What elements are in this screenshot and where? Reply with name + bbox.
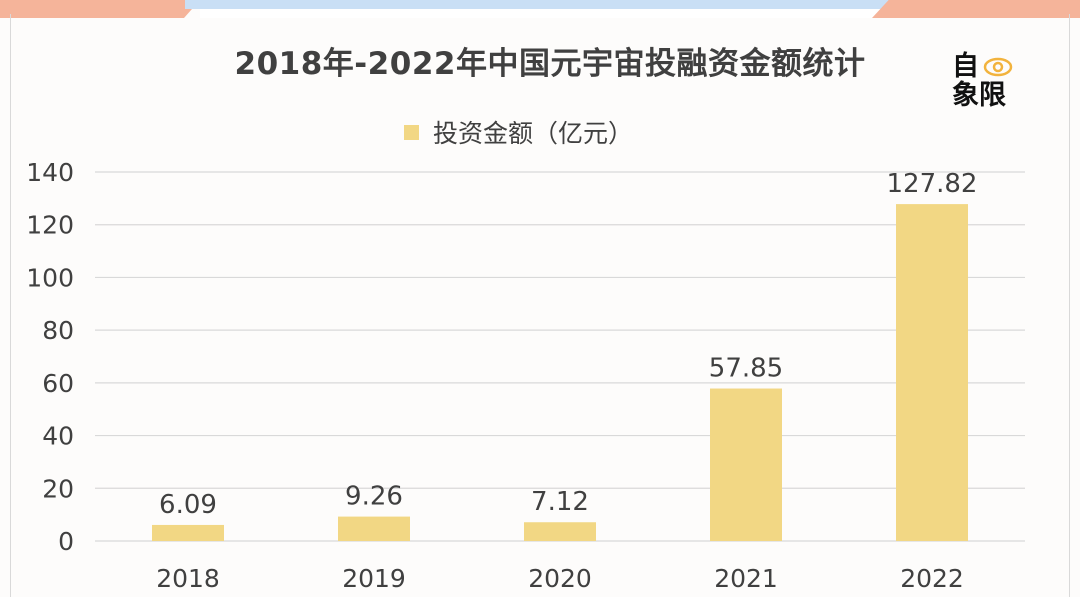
data-label: 57.85 bbox=[709, 354, 783, 384]
logo-text-top: 自 bbox=[952, 51, 979, 82]
chart-legend: 投资金额（亿元） bbox=[404, 114, 633, 150]
band-middle-white bbox=[200, 9, 880, 18]
band-left-accent bbox=[0, 0, 200, 18]
y-tick-label: 20 bbox=[42, 474, 74, 503]
top-decorative-band bbox=[0, 0, 1080, 18]
x-tick-label: 2018 bbox=[156, 564, 220, 593]
logo-row-bottom: 象限 bbox=[952, 81, 1032, 110]
y-tick-label: 80 bbox=[42, 316, 74, 345]
eye-icon bbox=[983, 57, 1013, 76]
logo-text-bottom: 象限 bbox=[952, 80, 1006, 111]
data-labels: 6.09 9.26 7.12 57.85 127.82 bbox=[159, 169, 977, 520]
bar bbox=[710, 388, 782, 541]
bar bbox=[338, 516, 410, 541]
data-label: 6.09 bbox=[159, 490, 217, 520]
legend-swatch bbox=[404, 124, 419, 140]
data-label: 7.12 bbox=[531, 487, 589, 517]
x-tick-label: 2022 bbox=[900, 564, 964, 593]
bar bbox=[524, 522, 596, 541]
bar bbox=[152, 524, 224, 541]
bars bbox=[152, 204, 968, 541]
band-middle-accent bbox=[185, 0, 895, 9]
y-axis-tick-labels: 0 20 40 60 80 100 120 140 bbox=[26, 158, 74, 556]
data-label: 9.26 bbox=[345, 482, 403, 512]
logo-row-top: 自 bbox=[952, 52, 1032, 81]
y-tick-label: 100 bbox=[26, 263, 74, 292]
x-tick-label: 2020 bbox=[528, 564, 592, 593]
legend-label: 投资金额（亿元） bbox=[433, 119, 634, 148]
y-tick-label: 40 bbox=[42, 422, 74, 451]
grid-lines bbox=[95, 171, 1025, 542]
y-tick-label: 120 bbox=[26, 211, 74, 240]
y-tick-label: 0 bbox=[58, 527, 74, 556]
band-right-accent bbox=[872, 0, 1080, 18]
chart-frame bbox=[10, 14, 1070, 597]
bar bbox=[896, 204, 968, 541]
x-tick-label: 2021 bbox=[714, 564, 778, 593]
data-label: 127.82 bbox=[887, 169, 978, 199]
y-tick-label: 140 bbox=[26, 158, 74, 187]
x-tick-label: 2019 bbox=[342, 564, 406, 593]
chart-title: 2018年-2022年中国元宇宙投融资金额统计 bbox=[234, 46, 866, 82]
brand-logo: 自 象限 bbox=[952, 52, 1032, 110]
x-axis-tick-labels: 2018 2019 2020 2021 2022 bbox=[156, 564, 964, 593]
y-tick-label: 60 bbox=[42, 369, 74, 398]
